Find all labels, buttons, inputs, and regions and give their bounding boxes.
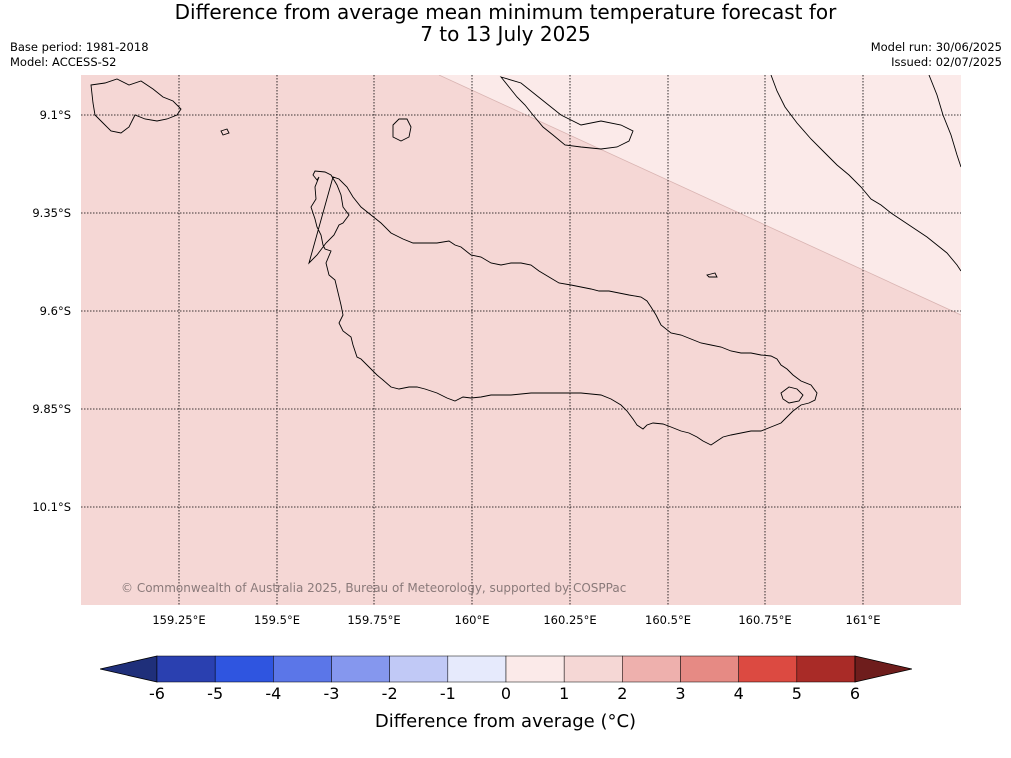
- colorbar-segment: [680, 655, 739, 683]
- colorbar-tick-label: -1: [439, 684, 456, 703]
- map-title-line1: Difference from average mean minimum tem…: [174, 0, 837, 24]
- base-period-text: Base period: 1981-2018: [10, 40, 149, 54]
- colorbar-segment: [796, 655, 856, 683]
- lat-label: 9.6°S: [39, 304, 71, 318]
- colorbar-segment: [214, 655, 274, 683]
- forecast-map: [81, 75, 961, 605]
- lat-label: 10.1°S: [32, 500, 71, 514]
- lon-label: 160.5°E: [645, 613, 691, 627]
- colorbar-tick-label: -2: [381, 684, 398, 703]
- colorbar-segment: [505, 655, 565, 683]
- colorbar-tick-label: -6: [149, 684, 165, 703]
- lon-label: 159.25°E: [152, 613, 206, 627]
- islet-coastline-2: [220, 128, 230, 136]
- colorbar-segment: [273, 655, 332, 683]
- colorbar-tick-label: 1: [559, 684, 570, 703]
- map-title-line2: 7 to 13 July 2025: [420, 22, 591, 46]
- lat-label: 9.85°S: [32, 402, 71, 416]
- makira-coastline: [770, 75, 961, 272]
- colorbar-segment: [563, 655, 623, 683]
- model-run-text: Model run: 30/06/2025: [870, 40, 1002, 54]
- florida-islands-coastline: [90, 78, 182, 134]
- colorbar-tick-label: 0: [500, 684, 512, 703]
- colorbar-label: Difference from average (°C): [374, 711, 637, 732]
- copyright-text: © Commonwealth of Australia 2025, Bureau…: [121, 581, 627, 595]
- lon-label: 161°E: [845, 613, 881, 627]
- colorbar-segment: [156, 655, 216, 683]
- colorbar: [100, 655, 912, 683]
- colorbar-tick-label: 5: [791, 684, 802, 703]
- colorbar-tick-label: 3: [675, 684, 686, 703]
- lon-label: 160.25°E: [543, 613, 597, 627]
- lon-label: 160.75°E: [738, 613, 792, 627]
- colorbar-tick-label: -3: [323, 684, 340, 703]
- coastlines: [90, 75, 961, 446]
- northeast-coastline: [928, 75, 961, 168]
- colorbar-tick-label: 4: [733, 684, 744, 703]
- model-text: Model: ACCESS-S2: [10, 55, 117, 69]
- graticule: [81, 75, 961, 605]
- lat-label: 9.1°S: [39, 108, 71, 122]
- malaita-south-coastline: [499, 76, 634, 150]
- colorbar-extend-low: [100, 655, 158, 683]
- issued-text: Issued: 02/07/2025: [891, 55, 1002, 69]
- lon-label: 159.5°E: [254, 613, 300, 627]
- colorbar-segment: [447, 655, 507, 683]
- colorbar-segment: [738, 655, 798, 683]
- colorbar-tick-label: -4: [265, 684, 282, 703]
- lon-label: 160°E: [454, 613, 490, 627]
- colorbar-tick-label: 6: [849, 684, 861, 703]
- colorbar-extend-high: [854, 655, 912, 683]
- colorbar-segment: [622, 655, 681, 683]
- map-canvas: [81, 75, 961, 605]
- lat-label: 9.35°S: [32, 206, 71, 220]
- lon-label: 159.75°E: [347, 613, 401, 627]
- islet-coastline: [706, 272, 718, 278]
- colorbar-segment: [331, 655, 390, 683]
- guadalcanal-coastline: [308, 170, 818, 446]
- colorbar-segment: [389, 655, 449, 683]
- colorbar-tick-label: -5: [207, 684, 224, 703]
- small-island-coastline: [392, 118, 412, 142]
- east-islet-coastline: [780, 386, 804, 404]
- colorbar-tick-label: 2: [617, 684, 628, 703]
